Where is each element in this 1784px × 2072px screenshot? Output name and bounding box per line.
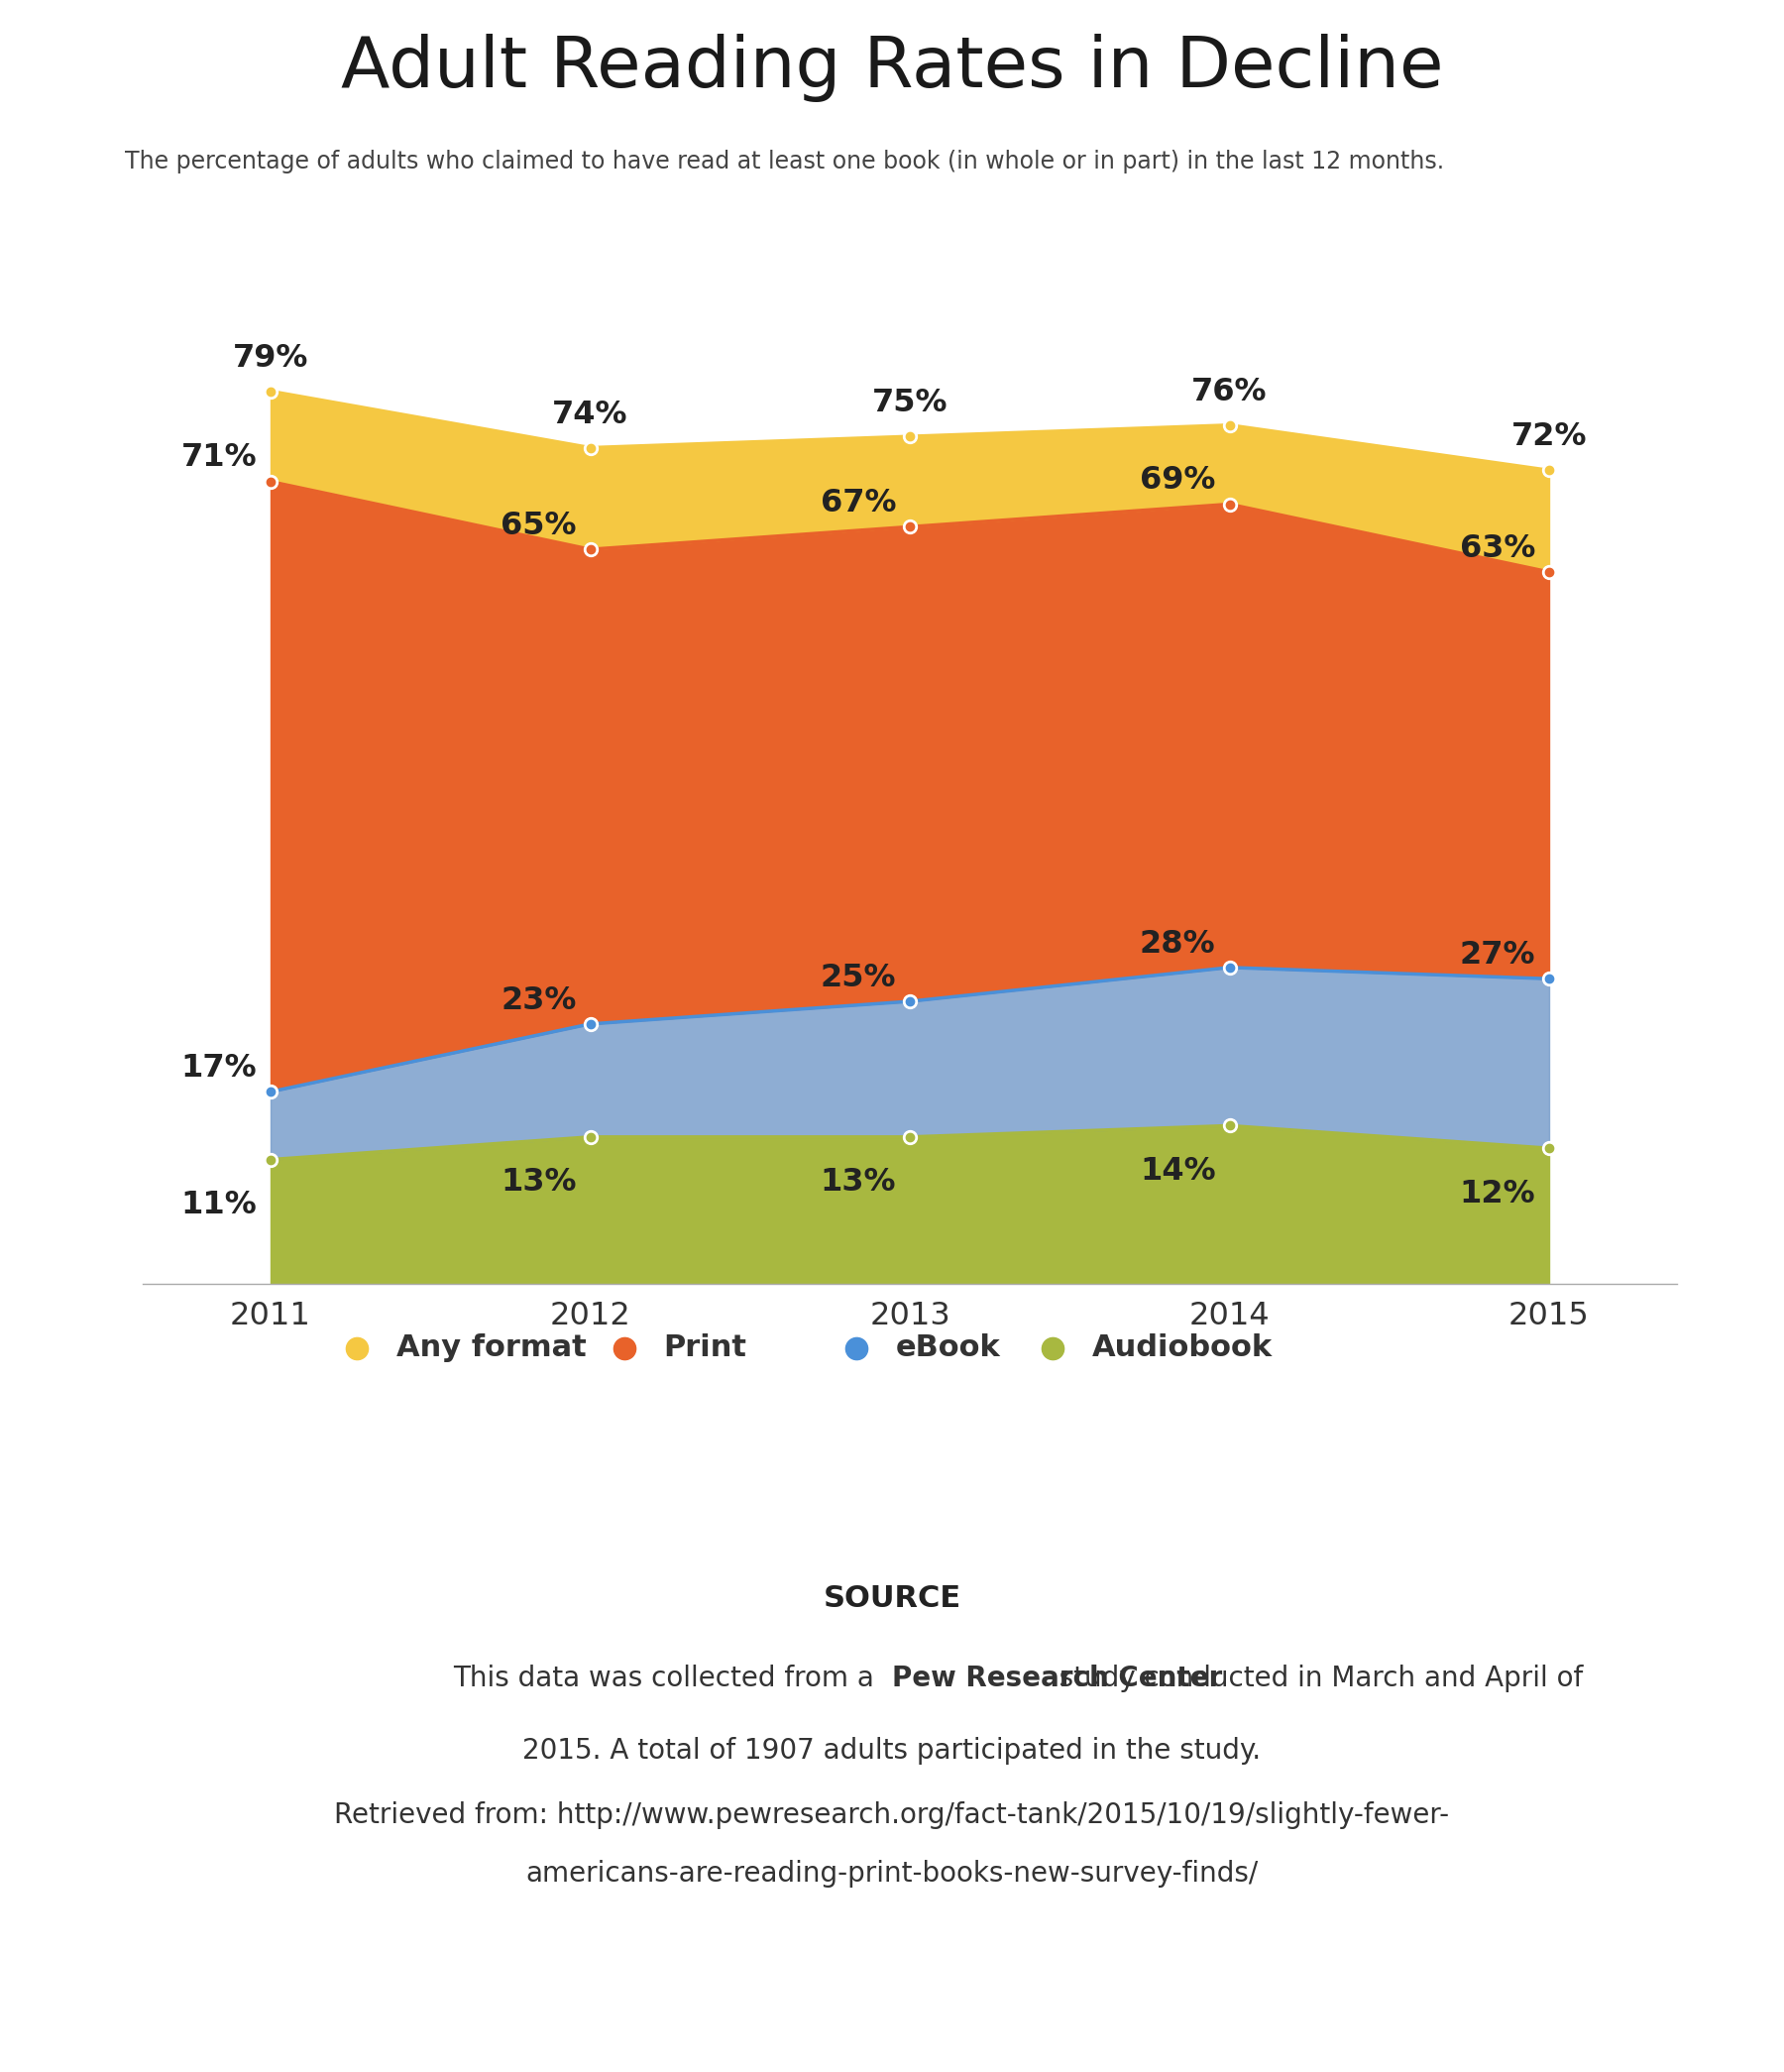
Text: americans-are-reading-print-books-new-survey-finds/: americans-are-reading-print-books-new-su… [526, 1861, 1258, 1888]
Text: 67%: 67% [821, 487, 896, 518]
Text: Adult Reading Rates in Decline: Adult Reading Rates in Decline [341, 33, 1443, 102]
Text: 12%: 12% [1459, 1179, 1536, 1210]
Text: 28%: 28% [1140, 928, 1215, 959]
Text: 65%: 65% [501, 510, 576, 541]
Text: Pew Research Center: Pew Research Center [892, 1664, 1222, 1693]
Text: 11%: 11% [180, 1189, 257, 1220]
Text: 76%: 76% [1192, 377, 1267, 408]
Text: 63%: 63% [1459, 533, 1536, 564]
Text: 23%: 23% [501, 984, 576, 1015]
Text: Audiobook: Audiobook [1092, 1334, 1272, 1363]
Text: 69%: 69% [1140, 466, 1215, 495]
Text: Any format: Any format [396, 1334, 587, 1363]
Text: Copyright © 2016 Ultius, Inc.: Copyright © 2016 Ultius, Inc. [1217, 1979, 1713, 2008]
Text: 17%: 17% [180, 1053, 257, 1084]
Text: study conducted in March and April of: study conducted in March and April of [892, 1664, 1582, 1693]
Text: 71%: 71% [180, 443, 257, 472]
Text: 25%: 25% [821, 961, 896, 992]
Text: 72%: 72% [1511, 421, 1588, 452]
Text: 14%: 14% [1140, 1156, 1215, 1187]
Text: 13%: 13% [501, 1167, 576, 1198]
Text: 79%: 79% [232, 342, 309, 373]
Text: 2015. A total of 1907 adults participated in the study.: 2015. A total of 1907 adults participate… [523, 1736, 1261, 1765]
Text: eBook: eBook [896, 1334, 1001, 1363]
Text: 74%: 74% [553, 400, 628, 429]
Text: 13%: 13% [821, 1167, 896, 1198]
Text: Retrieved from: http://www.pewresearch.org/fact-tank/2015/10/19/slightly-fewer-: Retrieved from: http://www.pewresearch.o… [334, 1803, 1450, 1830]
Text: SOURCE: SOURCE [822, 1585, 962, 1612]
Text: 27%: 27% [1459, 941, 1536, 970]
Text: The percentage of adults who claimed to have read at least one book (in whole or: The percentage of adults who claimed to … [125, 149, 1445, 174]
Text: Print: Print [664, 1334, 747, 1363]
Text: 75%: 75% [872, 387, 947, 419]
Text: ▣ULTIUS: ▣ULTIUS [71, 1975, 257, 2012]
Text: This data was collected from a: This data was collected from a [453, 1664, 892, 1693]
